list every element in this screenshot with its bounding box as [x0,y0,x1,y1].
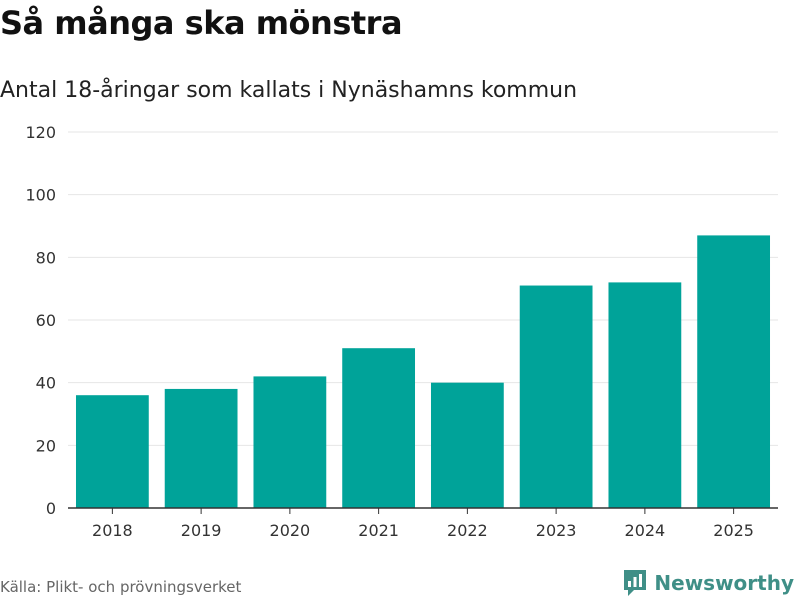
bar-2018 [75,395,149,508]
chart-title: Så många ska mönstra [0,4,403,42]
y-tick-label: 0 [46,499,56,518]
bar-2021 [342,348,416,508]
y-tick-label: 80 [36,248,56,267]
y-tick-label: 100 [25,186,56,205]
y-tick-label: 20 [36,436,56,455]
brand-name: Newsworthy [654,571,794,595]
bar-2020 [253,376,327,508]
x-tick-label: 2018 [92,521,133,540]
bar-chart: 0 20 40 60 80 100 120 2018 2019 2020 2021 2022 2023 2… [25,123,778,540]
source-note: Källa: Plikt- och prövningsverket [0,578,242,596]
x-tick-label: 2020 [270,521,311,540]
x-tick-label: 2019 [181,521,222,540]
bar-2022 [430,382,504,508]
bar-2025 [697,235,771,508]
bar-2023 [519,285,593,508]
x-tick-label: 2021 [358,521,399,540]
y-tick-label: 40 [36,374,56,393]
x-tick-label: 2022 [447,521,488,540]
x-tick-label: 2024 [625,521,666,540]
y-tick-label: 120 [25,123,56,142]
bar-2019 [164,388,238,508]
bar-chart-speech-bubble-icon [624,570,647,596]
chart-subtitle: Antal 18-åringar som kallats i Nynäshamn… [0,78,578,103]
x-tick-label: 2025 [713,521,754,540]
brand-logo: Newsworthy [622,568,794,598]
x-tick-label: 2023 [536,521,577,540]
bar-2024 [608,282,682,508]
y-tick-label: 60 [36,311,56,330]
